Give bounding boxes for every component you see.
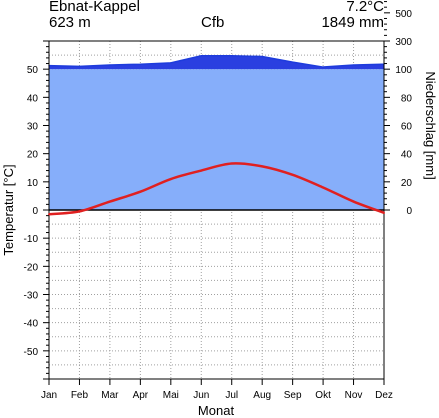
precipitation-tick-label: 100	[395, 65, 412, 76]
humid-area	[49, 69, 384, 211]
temperature-line-group	[48, 162, 385, 216]
precipitation-point	[261, 55, 263, 58]
axes	[43, 1, 390, 385]
temperature-point	[108, 200, 111, 203]
precipitation-line	[48, 55, 385, 68]
month-label: Nov	[345, 390, 363, 401]
month-label: Okt	[315, 390, 331, 401]
temperature-point	[383, 211, 385, 214]
precipitation-point	[352, 64, 355, 66]
precipitation-tick-label: 20	[401, 178, 413, 189]
x-axis-title: Monat	[198, 403, 235, 418]
temperature-tick-label: -20	[24, 262, 39, 273]
month-label: Sep	[284, 390, 302, 401]
elevation: 623 m	[49, 14, 91, 31]
temperature-point	[139, 190, 142, 193]
precipitation-tick-label: 0	[406, 206, 412, 217]
left-axis-title: Temperatur [°C]	[1, 164, 16, 255]
precipitation-tick-label: 80	[401, 93, 413, 104]
month-label: Mai	[163, 390, 179, 401]
precipitation-point	[170, 62, 172, 64]
temperature-point	[200, 169, 203, 172]
month-label: Mar	[101, 390, 119, 401]
precipitation-point	[231, 55, 233, 57]
temperature-point	[48, 213, 50, 216]
precipitation-point	[109, 64, 111, 66]
temperature-tick-label: 30	[27, 122, 39, 133]
temperature-tick-label: 50	[27, 65, 39, 76]
precipitation-area	[48, 55, 385, 211]
temperature-tick-label: 20	[27, 150, 39, 161]
temperature-point	[291, 173, 294, 176]
precipitation-point	[292, 61, 294, 63]
month-label: Feb	[71, 390, 89, 401]
month-label: Jan	[41, 390, 57, 401]
temperature-point	[352, 200, 355, 203]
temperature-tick-label: 10	[27, 178, 39, 189]
temperature-tick-label: -40	[24, 319, 39, 330]
precipitation-tick-label: 60	[401, 122, 413, 133]
temperature-tick-label: -10	[24, 234, 39, 245]
temperature-tick-label: 40	[27, 93, 39, 104]
precipitation-point	[139, 63, 141, 65]
station-name: Ebnat-Kappel	[49, 0, 140, 15]
mean-temperature: 7.2°C	[346, 0, 384, 15]
temperature-tick-label: -30	[24, 291, 39, 302]
month-label: Aug	[253, 390, 271, 401]
temperature-point	[230, 162, 233, 165]
precipitation-tick-label: 500	[395, 9, 412, 20]
month-label: Apr	[133, 390, 149, 401]
precipitation-tick-label: 300	[395, 37, 412, 48]
temperature-point	[169, 178, 172, 181]
month-label: Jul	[225, 390, 238, 401]
precipitation-point	[200, 55, 202, 57]
precipitation-tick-label: 40	[401, 150, 413, 161]
temperature-tick-label: 0	[32, 206, 38, 217]
climate-class: Cfb	[201, 14, 225, 31]
precipitation-point	[322, 66, 324, 68]
annual-precipitation: 1849 mm	[321, 14, 384, 31]
temperature-line	[48, 162, 385, 216]
precipitation-point	[78, 65, 81, 67]
temperature-tick-label: -50	[24, 347, 39, 358]
temperature-point	[322, 186, 325, 189]
month-label: Dez	[375, 390, 393, 401]
perhumid-area	[49, 55, 384, 70]
temperature-point	[78, 210, 81, 213]
right-axis-title: Niederschlag [mm]	[423, 71, 438, 179]
temperature-point	[261, 165, 264, 168]
month-label: Jun	[193, 390, 209, 401]
